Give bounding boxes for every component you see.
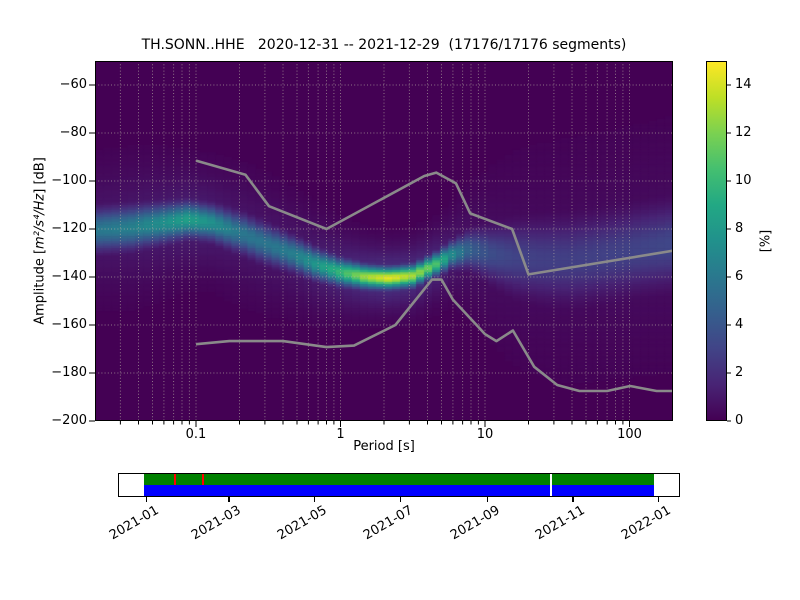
colorbar-tick-label: 6 bbox=[735, 269, 744, 284]
timeline-tick bbox=[486, 497, 489, 502]
y-tick-label: −60 bbox=[59, 77, 87, 92]
noise-model-low-line bbox=[195, 278, 673, 393]
timeline-tick bbox=[657, 497, 660, 502]
timeline-data-start-mark bbox=[202, 474, 205, 485]
colorbar-tick-label: 10 bbox=[735, 173, 752, 188]
colorbar-tick-label: 14 bbox=[735, 77, 752, 92]
x-tick-label: 100 bbox=[617, 427, 642, 442]
colorbar-tick-label: 12 bbox=[735, 125, 752, 140]
noise-model-high-line bbox=[195, 159, 673, 276]
timeline-data-start-mark bbox=[174, 474, 177, 485]
y-tick-label: −120 bbox=[51, 221, 87, 236]
x-axis-label: Period [s] bbox=[353, 439, 415, 454]
timeline-tick bbox=[572, 497, 574, 502]
y-tick-label: −160 bbox=[51, 317, 87, 332]
y-tick-label: −100 bbox=[51, 173, 87, 188]
timeline-tick bbox=[145, 497, 147, 502]
timeline-tick bbox=[314, 497, 316, 502]
y-tick-label: −140 bbox=[51, 269, 87, 284]
timeline-coverage-top bbox=[144, 474, 654, 485]
timeline-gap-line bbox=[550, 474, 553, 496]
timeline-tick bbox=[399, 497, 401, 502]
y-tick-label: −180 bbox=[51, 365, 87, 380]
colorbar-tick-label: 4 bbox=[735, 317, 744, 332]
colorbar-tick-label: 8 bbox=[735, 221, 744, 236]
x-tick-label: 1 bbox=[336, 427, 345, 442]
colorbar bbox=[706, 61, 727, 421]
y-axis-label-prefix: Amplitude [ bbox=[32, 248, 48, 325]
timeline-tick bbox=[228, 497, 230, 502]
y-tick-label: −80 bbox=[59, 125, 87, 140]
timeline-coverage-bar bbox=[118, 473, 680, 497]
x-tick-label: 0.1 bbox=[185, 427, 207, 442]
x-tick-label: 10 bbox=[476, 427, 494, 442]
colorbar-label: [%] bbox=[758, 229, 774, 253]
colorbar-tick-label: 0 bbox=[735, 413, 744, 428]
colorbar-tick-label: 2 bbox=[735, 365, 744, 380]
timeline-coverage-bottom bbox=[144, 485, 654, 496]
page-title: TH.SONN..HHE 2020-12-31 -- 2021-12-29 (1… bbox=[141, 37, 627, 53]
y-tick-label: −200 bbox=[51, 413, 87, 428]
